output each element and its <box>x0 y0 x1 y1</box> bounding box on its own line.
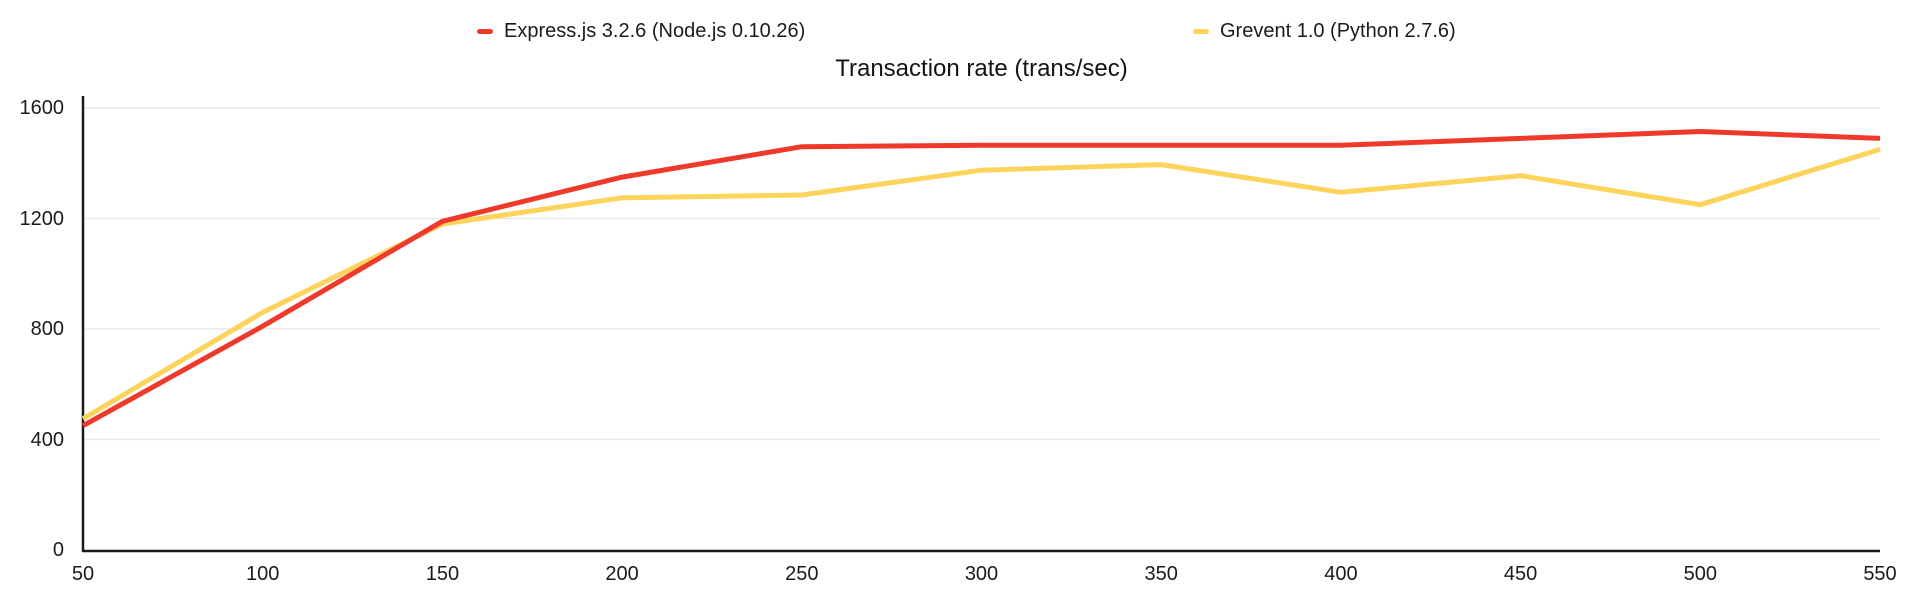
chart-title: Transaction rate (trans/sec) <box>835 55 1128 82</box>
legend-label-express: Express.js 3.2.6 (Node.js 0.10.26) <box>504 19 806 42</box>
legend-marker-express-icon <box>477 28 493 34</box>
x-tick-label-250: 250 <box>785 563 819 585</box>
x-tick-label-350: 350 <box>1144 563 1178 585</box>
x-tick-label-550: 550 <box>1863 563 1897 585</box>
series-line-express <box>81 129 1881 428</box>
legend-label-grevent: Grevent 1.0 (Python 2.7.6) <box>1220 19 1456 42</box>
y-tick-label-1600: 1600 <box>19 97 65 119</box>
legend-item-express: Express.js 3.2.6 (Node.js 0.10.26) <box>477 18 805 44</box>
y-tick-label-0: 0 <box>52 539 64 561</box>
x-tick-label-400: 400 <box>1324 563 1358 585</box>
y-tick-label-800: 800 <box>30 318 64 340</box>
x-tick-label-150: 150 <box>425 563 460 585</box>
x-tick-label-200: 200 <box>605 563 639 585</box>
x-tick-label-300: 300 <box>964 563 999 585</box>
y-tick-label-400: 400 <box>30 428 64 451</box>
x-tick-label-100: 100 <box>246 563 280 585</box>
y-tick-label-1200: 1200 <box>19 207 65 230</box>
x-tick-label-500: 500 <box>1683 563 1717 585</box>
x-tick-label-450: 450 <box>1503 563 1538 585</box>
legend-item-grevent: Grevent 1.0 (Python 2.7.6) <box>1193 18 1456 44</box>
series-line-grevent <box>81 147 1881 421</box>
legend-marker-grevent-icon <box>1193 28 1209 34</box>
x-tick-label-50: 50 <box>71 563 95 585</box>
